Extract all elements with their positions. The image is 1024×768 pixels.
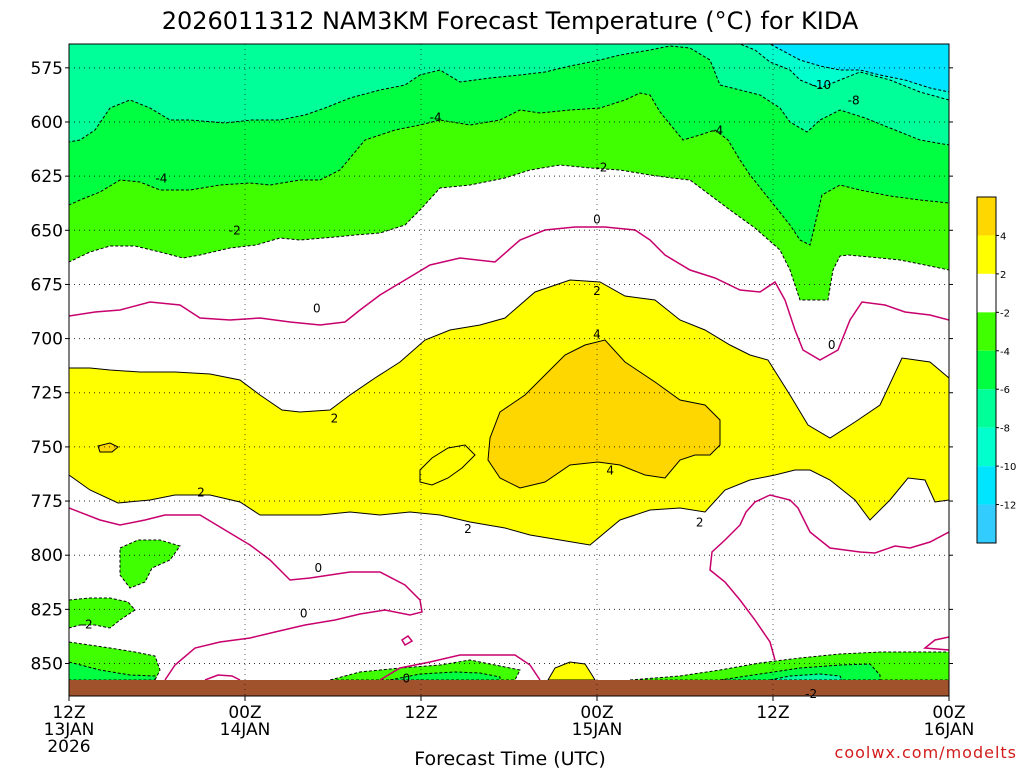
- contour-label: 2: [197, 485, 205, 499]
- colorbar-segment: [977, 427, 996, 467]
- colorbar-segment: [977, 389, 996, 428]
- field-2c-blob-left: [419, 444, 476, 486]
- y-tick-label: 650: [31, 221, 63, 241]
- contour-label: -4: [430, 111, 442, 125]
- ground-terrain: [69, 680, 949, 696]
- field-4c-gold: [487, 339, 721, 489]
- zero-isotherm-dip: [204, 674, 241, 681]
- credit-text: coolwx.com/modelts: [835, 743, 1017, 762]
- colorbar: 4 2 -2 -4 -6 -8 -10 -12: [976, 196, 1016, 544]
- field-minus4-green-bottom-mid: [389, 671, 501, 681]
- colorbar-segment: [977, 466, 996, 505]
- contour-label: 0: [315, 561, 323, 575]
- y-tick-label: 625: [31, 167, 63, 187]
- x-tick-label: 2026: [47, 737, 90, 757]
- contour-label: 4: [606, 464, 614, 478]
- colorbar-label: 4: [1000, 231, 1006, 242]
- x-tick-label: 13JAN: [44, 720, 95, 740]
- field-minus2-green-blob2: [69, 597, 136, 629]
- contour-label: -2: [805, 687, 817, 701]
- y-tick-label: 775: [31, 492, 63, 512]
- contour-label: -4: [155, 171, 167, 185]
- colorbar-label: -4: [1000, 347, 1010, 358]
- zero-isotherm-lower-c: [379, 654, 541, 681]
- y-tick-label: 700: [31, 330, 63, 350]
- contour-label: -4: [711, 124, 723, 138]
- temperature-fields: [69, 44, 949, 696]
- contour-labels: -10 -8 -4 -4 -4 -2 -2 -2 -2 0 0 0 0 0 0 2 2 2 2 2 4 4: [81, 78, 860, 701]
- colorbar-segment: [977, 504, 996, 543]
- x-tick-label: 00Z: [228, 703, 261, 723]
- colorbar-segment: [977, 273, 996, 313]
- y-tick-label: 725: [31, 384, 63, 404]
- colorbar-segment: [977, 197, 996, 236]
- y-tick-label: 800: [31, 546, 63, 566]
- colorbar-label: -10: [1000, 462, 1016, 473]
- colorbar-frame: [976, 196, 997, 544]
- colorbar-label: -8: [1000, 424, 1010, 435]
- x-tick-label: 00Z: [932, 703, 965, 723]
- zero-isotherm-loop: [400, 634, 414, 647]
- grid-lines: [69, 44, 949, 696]
- zero-isotherm-lower-b: [709, 494, 949, 661]
- contour-label: 0: [593, 212, 601, 226]
- x-tick-label: 00Z: [580, 703, 613, 723]
- y-tick-label: 575: [31, 59, 63, 79]
- contour-label: 0: [300, 607, 308, 621]
- y-axis: 575 600 625 650 675 700 725 750 775 800 825 850: [31, 59, 953, 675]
- contour-label: 0: [313, 301, 321, 315]
- contour-label: 2: [593, 284, 601, 298]
- y-tick-label: 750: [31, 438, 63, 458]
- contour-label: -2: [229, 223, 241, 237]
- contour-label: 2: [464, 522, 472, 536]
- x-tick-label: 12Z: [404, 703, 437, 723]
- contour-label: 2: [331, 412, 339, 426]
- plot-frame: [68, 43, 950, 697]
- x-tick-label: 12Z: [52, 703, 85, 723]
- plot-area: -10 -8 -4 -4 -4 -2 -2 -2 -2 0 0 0 0 0 0 2 2 2 2 2 4 4: [68, 43, 950, 701]
- contour-label: -2: [81, 618, 93, 632]
- x-tick-label: 16JAN: [924, 720, 975, 740]
- field-minus4-green-bottom-left: [69, 661, 156, 681]
- chart-title: 2026011312 NAM3KM Forecast Temperature (…: [162, 7, 859, 35]
- x-tick-label: 15JAN: [572, 720, 623, 740]
- x-axis-label: Forecast Time (UTC): [414, 748, 605, 768]
- colorbar-label: -2: [1000, 308, 1010, 319]
- contour-label: 4: [593, 327, 601, 341]
- field-minus2-green-blob1: [119, 539, 181, 589]
- contour-label: 0: [403, 672, 411, 686]
- contour-label: 2: [696, 516, 704, 530]
- zero-isotherm-lower-a: [69, 507, 423, 681]
- x-tick-label: 14JAN: [220, 720, 271, 740]
- colorbar-label: -6: [1000, 385, 1010, 396]
- colorbar-segment: [977, 312, 996, 351]
- contour-label: 0: [828, 338, 836, 352]
- colorbar-segment: [977, 235, 996, 274]
- zero-isotherm-right-edge: [923, 636, 949, 651]
- field-minus6-green-upper: [69, 44, 949, 146]
- colorbar-label: 2: [1000, 270, 1006, 281]
- y-tick-label: 825: [31, 600, 63, 620]
- contour-label: -2: [595, 160, 607, 174]
- contour-label: -8: [848, 93, 860, 107]
- colorbar-label: -12: [1000, 501, 1016, 512]
- colorbar-segment: [977, 350, 996, 390]
- y-tick-label: 675: [31, 275, 63, 295]
- x-tick-label: 12Z: [756, 703, 789, 723]
- y-tick-label: 850: [31, 655, 63, 675]
- contour-label: -10: [812, 78, 832, 92]
- field-4c-blob-left: [97, 442, 119, 453]
- y-tick-label: 600: [31, 113, 63, 133]
